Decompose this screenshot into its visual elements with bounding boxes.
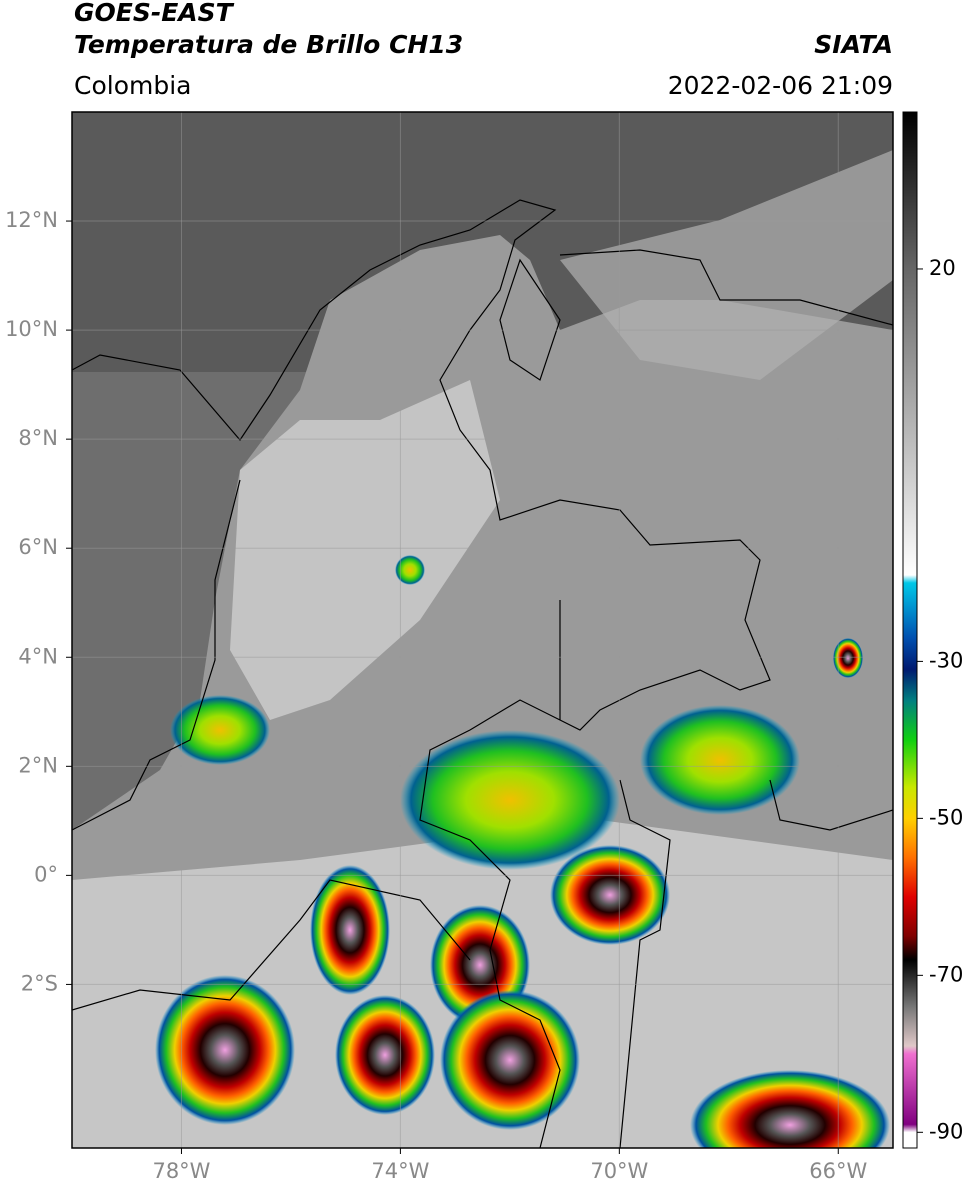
x-tick-label: 70°W (590, 1159, 648, 1183)
y-tick-label: 4°N (18, 644, 58, 668)
storm (335, 995, 435, 1115)
clouds-north (560, 150, 893, 380)
y-tick-label: 10°N (5, 317, 58, 341)
maracaibo (499, 258, 561, 381)
datetime: 2022-02-06 21:09 (668, 71, 893, 100)
colorbar-tick-label: -90 (929, 1119, 963, 1143)
subtitle: Temperatura de Brillo CH13 (74, 30, 463, 59)
y-tick-label: 8°N (18, 426, 58, 450)
internal-borders (559, 600, 893, 1148)
colombia-coast (72, 479, 241, 831)
region: Colombia (74, 71, 191, 100)
colombia-border (72, 199, 771, 1148)
y-tick-label: 2°S (21, 971, 58, 995)
y-tick-label: 2°N (18, 753, 58, 777)
colorbar-tick-label: -30 (929, 648, 963, 672)
colorbar (902, 111, 918, 1149)
title: GOES-EAST (74, 0, 235, 27)
ecuador-peru (72, 879, 471, 1011)
map-frame (71, 111, 894, 1149)
y-tick-label: 12°N (5, 208, 58, 232)
venezuela-coast (559, 249, 893, 326)
colorbar-tick-label: -70 (929, 962, 963, 986)
borders (72, 199, 893, 1148)
x-tick-label: 78°W (152, 1159, 210, 1183)
grid (72, 112, 893, 1148)
storm (440, 990, 580, 1130)
cloud-cluster (640, 705, 800, 815)
colorbar-tick-label: -50 (929, 805, 963, 829)
colorbar-tick-label: 20 (929, 256, 956, 280)
storm (310, 865, 390, 995)
cloud-cluster (395, 555, 425, 585)
y-tick-label: 6°N (18, 535, 58, 559)
storm (155, 975, 295, 1125)
source: SIATA (814, 30, 893, 59)
storm (690, 1070, 890, 1148)
map-image (72, 112, 893, 1148)
x-tick-label: 74°W (371, 1159, 429, 1183)
cloud-cluster (170, 695, 270, 765)
storm (833, 638, 863, 678)
y-tick-label: 0° (34, 862, 58, 886)
clouds-andes (230, 380, 500, 720)
cloud-cluster (400, 730, 620, 870)
x-tick-label: 66°W (809, 1159, 867, 1183)
storm (550, 845, 670, 945)
